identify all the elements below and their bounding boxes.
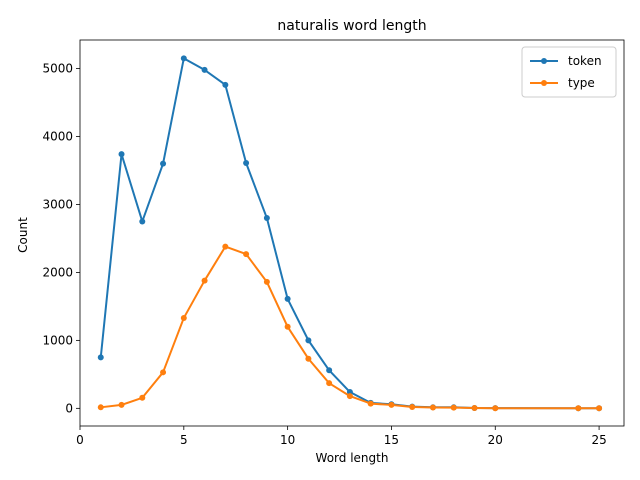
legend-label-type: type	[568, 76, 595, 90]
data-point-token	[263, 215, 270, 222]
data-point-type	[160, 369, 167, 376]
y-tick-label: 1000	[42, 333, 73, 347]
x-tick-label: 20	[488, 433, 503, 447]
data-point-type	[97, 404, 104, 411]
data-point-token	[305, 337, 312, 344]
data-point-token	[243, 160, 250, 167]
data-point-type	[201, 277, 208, 284]
y-tick-label: 5000	[42, 62, 73, 76]
y-tick-label: 2000	[42, 265, 73, 279]
x-tick-label: 5	[180, 433, 188, 447]
data-point-type	[139, 394, 146, 401]
data-point-type	[284, 323, 291, 330]
y-tick-label: 3000	[42, 197, 73, 211]
data-point-token	[222, 81, 229, 88]
series-line-type	[100, 245, 600, 410]
data-point-token	[97, 354, 104, 361]
data-point-type	[409, 403, 416, 410]
x-axis-label: Word length	[316, 451, 389, 465]
x-tick-label: 10	[280, 433, 295, 447]
data-point-type	[429, 404, 436, 411]
axes-frame	[79, 39, 625, 427]
legend-marker-token	[541, 58, 547, 64]
y-tick-label: 4000	[42, 130, 73, 144]
data-point-type	[305, 355, 312, 362]
x-tick-label: 15	[384, 433, 399, 447]
data-point-type	[326, 380, 333, 387]
data-point-type	[388, 401, 395, 408]
data-point-type	[222, 243, 229, 250]
x-tick-label: 0	[76, 433, 84, 447]
data-point-token	[201, 66, 208, 73]
chart-title: naturalis word length	[277, 18, 426, 34]
data-point-token	[118, 151, 125, 158]
data-point-type	[367, 400, 374, 407]
data-point-token	[284, 295, 291, 302]
x-tick-label: 25	[591, 433, 606, 447]
data-point-type	[450, 404, 457, 411]
data-point-token	[139, 218, 146, 225]
legend-marker-type	[541, 80, 547, 86]
data-point-token	[180, 55, 187, 62]
data-point-type	[180, 314, 187, 321]
data-point-type	[575, 405, 582, 412]
data-point-type	[263, 278, 270, 285]
data-point-type	[346, 393, 353, 400]
data-point-token	[160, 160, 167, 167]
legend-label-token: token	[568, 54, 602, 68]
data-point-type	[492, 405, 499, 412]
data-point-type	[243, 251, 250, 258]
data-point-type	[118, 401, 125, 408]
y-axis-label: Count	[16, 217, 30, 253]
data-point-type	[471, 405, 478, 412]
y-tick-label: 0	[65, 401, 73, 415]
data-point-token	[326, 367, 333, 374]
plot-area: 0 5 10 15 20 25 0 1000 2000 3000 4000 5000 token type	[42, 39, 625, 447]
data-point-type	[596, 405, 603, 412]
